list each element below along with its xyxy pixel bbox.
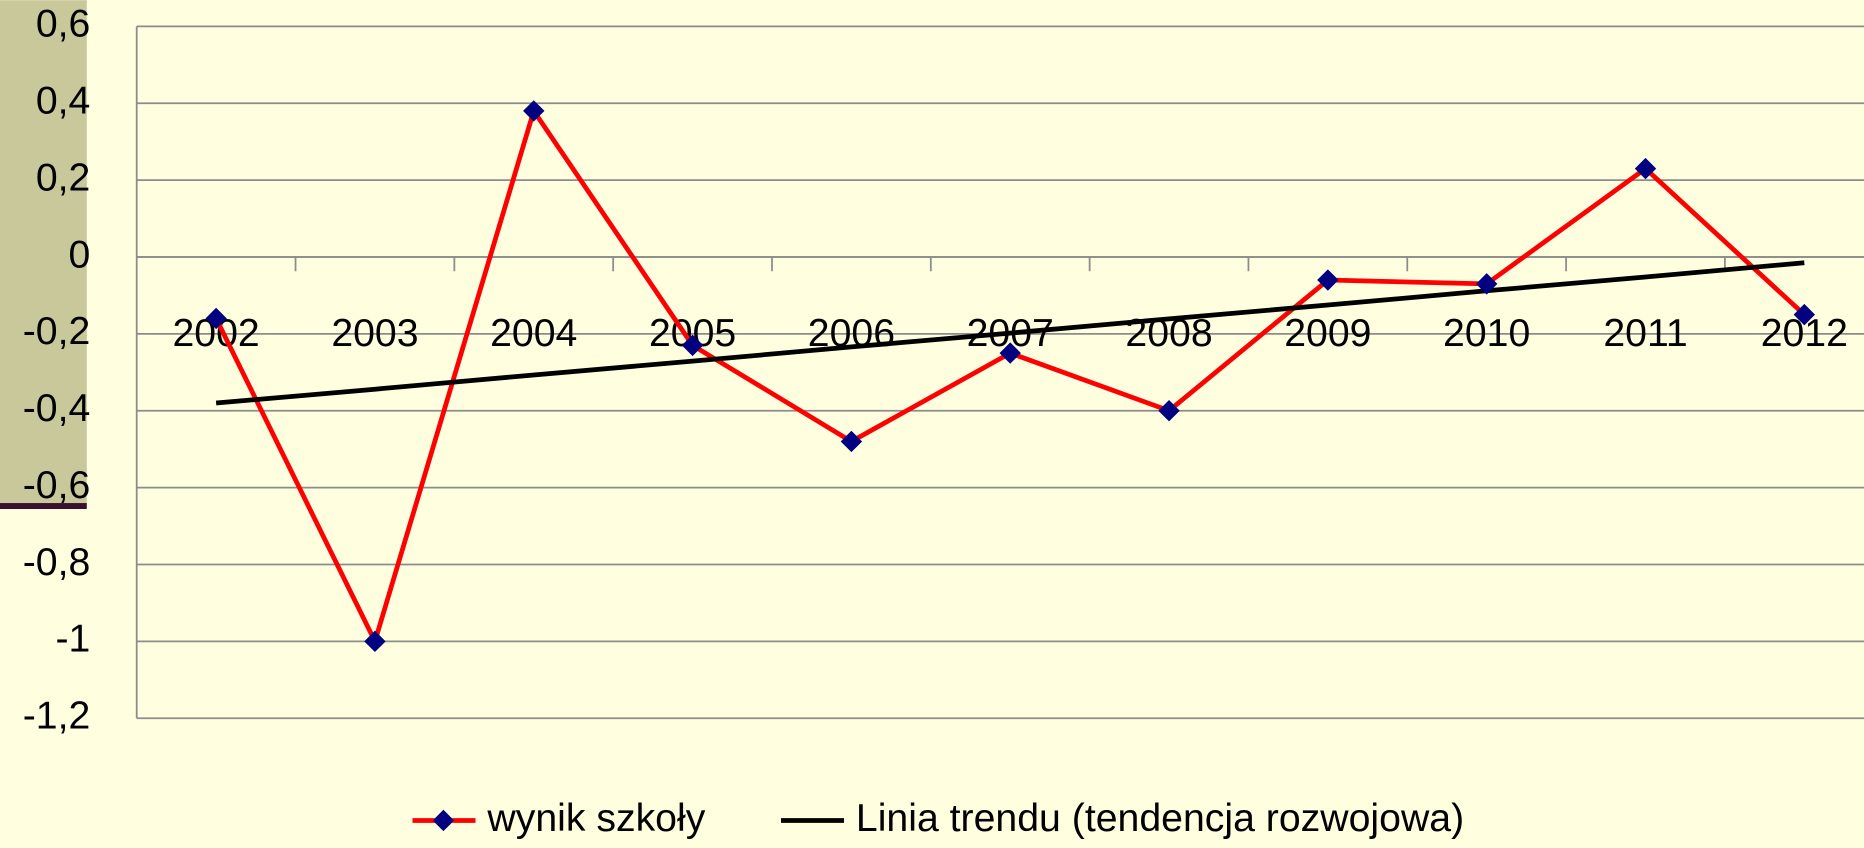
y-tick-label: 0,4	[36, 79, 91, 123]
legend-label: wynik szkoły	[486, 796, 705, 840]
marker	[1158, 400, 1180, 422]
y-tick-label: 0,2	[36, 155, 91, 199]
side-rule	[0, 503, 87, 509]
y-tick-label: -0,2	[23, 309, 91, 353]
marker	[364, 630, 386, 653]
marker	[1634, 157, 1657, 180]
x-tick-label: 2009	[1284, 311, 1371, 355]
y-tick-label: -0,6	[23, 463, 91, 507]
x-tick-label: 2011	[1603, 311, 1687, 355]
y-tick-label: -0,8	[23, 540, 91, 584]
side-strip	[0, 0, 87, 506]
y-tick-label: -1,2	[23, 694, 91, 738]
legend-marker	[432, 809, 455, 832]
marker	[205, 307, 227, 330]
y-tick-label: 0,6	[36, 2, 91, 46]
marker	[523, 100, 545, 122]
legend-label: Linia trendu (tendencja rozwojowa)	[856, 796, 1464, 840]
marker	[681, 334, 704, 357]
y-tick-label: -1	[55, 617, 90, 661]
y-tick-label: -0,4	[23, 386, 91, 430]
y-tick-label: 0	[69, 232, 91, 276]
x-tick-label: 2010	[1443, 311, 1530, 355]
x-tick-label: 2004	[490, 311, 577, 355]
marker	[840, 430, 863, 453]
x-tick-label: 2003	[331, 311, 418, 355]
marker	[1475, 273, 1498, 295]
marker	[1317, 269, 1339, 291]
trend-line	[215, 260, 1805, 406]
marker	[999, 342, 1021, 364]
marker	[1793, 303, 1816, 326]
